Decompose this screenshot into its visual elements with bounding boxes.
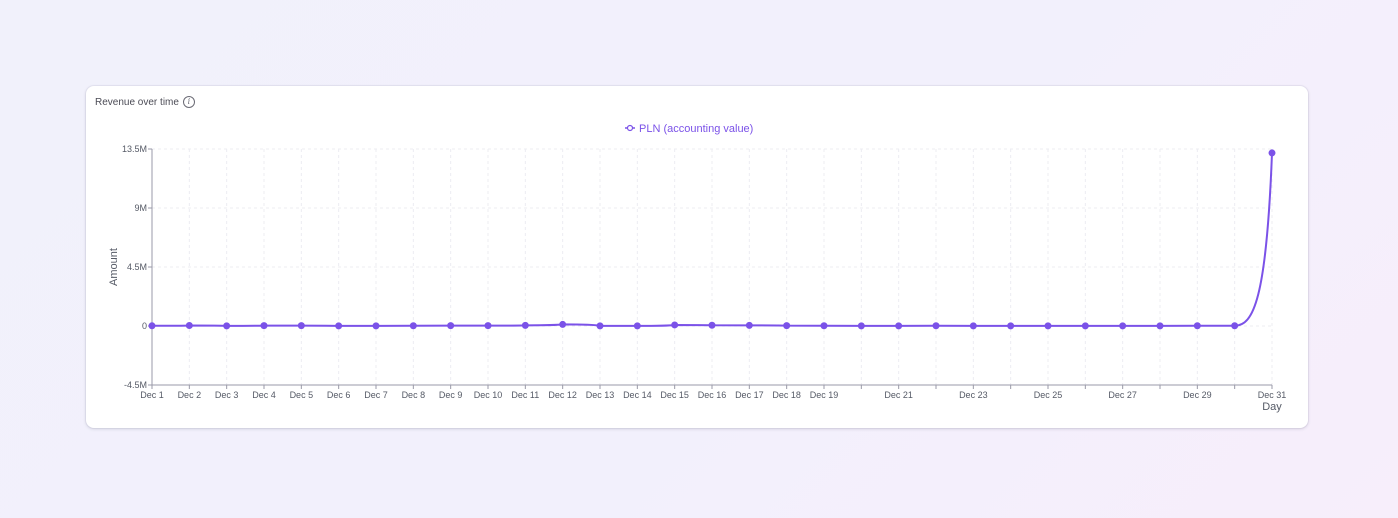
- x-tick-label: Dec 19: [810, 390, 839, 400]
- card-title: Revenue over time i: [95, 96, 195, 108]
- data-point: [335, 322, 343, 330]
- data-point: [969, 322, 977, 330]
- data-point: [185, 321, 193, 329]
- x-tick-label: Dec 1: [140, 390, 164, 400]
- data-point: [857, 322, 865, 330]
- revenue-chart-card: Revenue over time i -4.5M 0 4.5M 9M 13.5M Dec…: [86, 86, 1308, 428]
- y-tick-label: -4.5M: [124, 380, 147, 390]
- data-point: [447, 322, 455, 330]
- x-tick-label: Dec 16: [698, 390, 727, 400]
- legend-marker-icon: [626, 124, 634, 132]
- data-point: [521, 321, 529, 329]
- data-point: [223, 322, 231, 330]
- data-point: [820, 322, 828, 330]
- x-tick-label: Dec 11: [511, 390, 539, 400]
- x-tick-label: Dec 8: [402, 390, 426, 400]
- data-point: [1044, 322, 1052, 330]
- x-tick-label: Dec 10: [474, 390, 503, 400]
- data-point: [932, 322, 940, 330]
- x-tick-label: Dec 23: [959, 390, 988, 400]
- data-point: [708, 321, 716, 329]
- revenue-line-chart: -4.5M 0 4.5M 9M 13.5M Dec 1 Dec 2 Dec 3 Dec 4 Dec…: [108, 123, 1287, 413]
- x-tick-label: Dec 13: [586, 390, 615, 400]
- data-point: [260, 322, 268, 330]
- x-tick-label: Dec 27: [1108, 390, 1137, 400]
- data-point: [148, 322, 156, 330]
- x-tick-label: Dec 29: [1183, 390, 1212, 400]
- x-tick-label: Dec 12: [548, 390, 577, 400]
- x-tick-label: Dec 3: [215, 390, 239, 400]
- data-point: [559, 320, 567, 328]
- data-point: [1268, 149, 1276, 157]
- x-tick-label: Dec 6: [327, 390, 351, 400]
- x-tick-label: Dec 2: [178, 390, 202, 400]
- data-point: [297, 322, 305, 330]
- data-point: [671, 321, 679, 329]
- x-tick-label: Dec 7: [364, 390, 388, 400]
- x-tick-label: Dec 21: [884, 390, 913, 400]
- data-point: [596, 322, 604, 330]
- data-point: [633, 322, 641, 330]
- x-tick-label: Dec 15: [660, 390, 689, 400]
- data-point: [745, 321, 753, 329]
- card-title-text: Revenue over time: [95, 96, 179, 108]
- data-point: [409, 322, 417, 330]
- data-point: [372, 322, 380, 330]
- x-tick-label: Dec 18: [772, 390, 801, 400]
- data-point: [895, 322, 903, 330]
- y-axis-title: Amount: [108, 248, 120, 286]
- data-point: [484, 322, 492, 330]
- y-tick-label: 4.5M: [127, 262, 147, 272]
- y-tick-label: 13.5M: [122, 144, 147, 154]
- legend-entry: PLN (accounting value): [639, 123, 753, 135]
- x-axis-title: Day: [1262, 401, 1282, 413]
- data-point: [1231, 322, 1239, 330]
- x-tick-label: Dec 14: [623, 390, 652, 400]
- x-tick-label: Dec 4: [252, 390, 276, 400]
- data-point: [1007, 322, 1015, 330]
- x-tick-label: Dec 5: [290, 390, 314, 400]
- y-tick-label: 0: [142, 321, 147, 331]
- info-icon[interactable]: i: [182, 96, 195, 108]
- data-point: [783, 322, 791, 330]
- x-tick-label: Dec 25: [1034, 390, 1063, 400]
- data-point: [1156, 322, 1164, 330]
- x-tick-label: Dec 31: [1258, 390, 1287, 400]
- data-point: [1081, 322, 1089, 330]
- x-tick-label: Dec 9: [439, 390, 463, 400]
- data-point: [1119, 322, 1127, 330]
- x-tick-label: Dec 17: [735, 390, 764, 400]
- y-tick-label: 9M: [134, 203, 147, 213]
- data-point: [1193, 322, 1201, 330]
